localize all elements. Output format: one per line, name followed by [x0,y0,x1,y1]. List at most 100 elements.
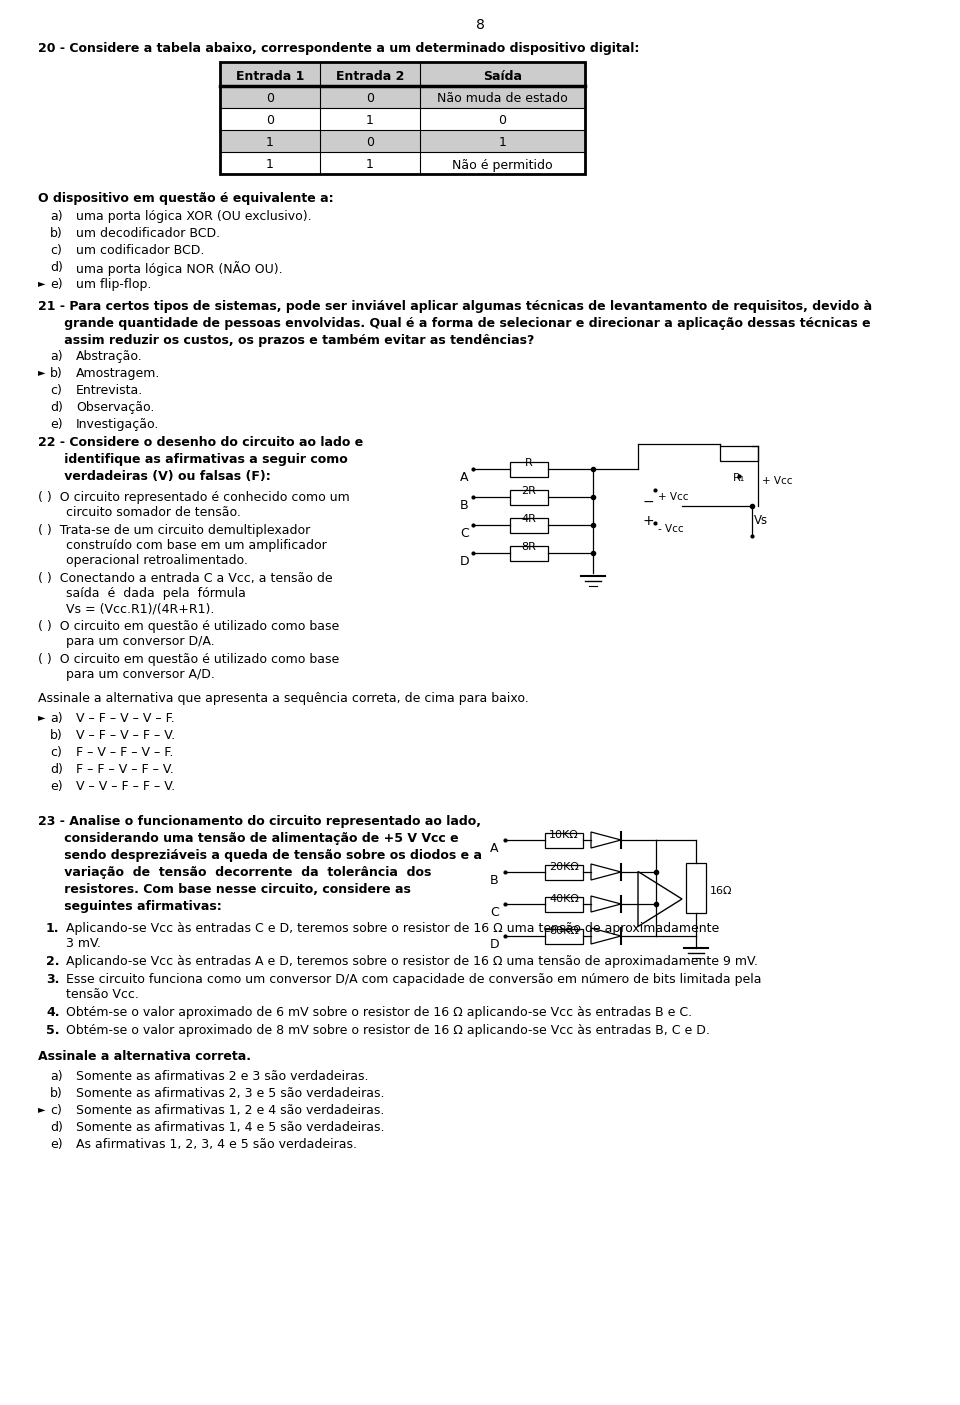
Bar [220,131,585,152]
Text: + Vcc: + Vcc [659,492,689,502]
Text: ( )  O circuito representado é conhecido como um: ( ) O circuito representado é conhecido … [38,490,349,504]
Text: 2.: 2. [46,955,60,968]
Bar [220,86,585,108]
Text: Aplicando-se Vcc às entradas C e D, teremos sobre o resistor de 16 Ω uma tensão : Aplicando-se Vcc às entradas C e D, tere… [66,922,719,934]
Text: Somente as afirmativas 2, 3 e 5 são verdadeiras.: Somente as afirmativas 2, 3 e 5 são verd… [76,1087,385,1100]
Text: 22 - Considere o desenho do circuito ao lado e: 22 - Considere o desenho do circuito ao … [38,436,363,450]
Text: Somente as afirmativas 1, 2 e 4 são verdadeiras.: Somente as afirmativas 1, 2 e 4 são verd… [76,1104,384,1117]
Text: Aplicando-se Vcc às entradas A e D, teremos sobre o resistor de 16 Ω uma tensão : Aplicando-se Vcc às entradas A e D, tere… [66,955,757,968]
Text: 20KΩ: 20KΩ [549,861,579,871]
Text: 0: 0 [366,136,374,149]
Text: R: R [525,458,533,468]
Bar [545,896,583,912]
Text: 21 - Para certos tipos de sistemas, pode ser inviável aplicar algumas técnicas d: 21 - Para certos tipos de sistemas, pode… [38,301,872,313]
Text: As afirmativas 1, 2, 3, 4 e 5 são verdadeiras.: As afirmativas 1, 2, 3, 4 e 5 são verdad… [76,1138,357,1151]
Text: identifique as afirmativas a seguir como: identifique as afirmativas a seguir como [38,452,348,466]
Text: Investigação.: Investigação. [76,419,159,431]
Text: 0: 0 [266,93,274,105]
Text: Assinale a alternativa que apresenta a sequência correta, de cima para baixo.: Assinale a alternativa que apresenta a s… [38,693,529,705]
Text: tensão Vcc.: tensão Vcc. [66,988,139,1000]
Bar [545,929,583,944]
Text: Amostragem.: Amostragem. [76,367,160,379]
Bar [510,489,548,504]
Text: 8: 8 [475,18,485,32]
Bar [220,62,585,174]
Text: V – V – F – F – V.: V – V – F – F – V. [76,780,175,792]
Text: ( )  Conectando a entrada C a Vcc, a tensão de: ( ) Conectando a entrada C a Vcc, a tens… [38,572,332,584]
Text: C: C [490,906,499,919]
Text: 1.: 1. [46,922,60,934]
Text: Entrevista.: Entrevista. [76,384,143,398]
Text: ►: ► [38,1104,45,1114]
Text: construído com base em um amplificador: construído com base em um amplificador [38,540,326,552]
Text: 1: 1 [366,159,374,171]
Text: Vs: Vs [754,514,768,527]
Text: a): a) [50,1071,62,1083]
Text: e): e) [50,278,62,291]
Bar [686,863,706,913]
Text: F – F – V – F – V.: F – F – V – F – V. [76,763,174,776]
Text: b): b) [50,729,62,742]
Text: 1: 1 [266,159,274,171]
Text: Vs = (Vcc.R1)/(4R+R1).: Vs = (Vcc.R1)/(4R+R1). [38,601,214,615]
Text: e): e) [50,419,62,431]
Text: e): e) [50,780,62,792]
Text: considerando uma tensão de alimentação de +5 V Vcc e: considerando uma tensão de alimentação d… [38,832,459,844]
Text: Abstração.: Abstração. [76,350,143,362]
Text: 0: 0 [366,93,374,105]
Bar [510,517,548,532]
Text: + Vcc: + Vcc [762,476,793,486]
Bar [510,545,548,561]
Text: 1: 1 [266,136,274,149]
Text: a): a) [50,209,62,223]
Text: 1: 1 [366,114,374,128]
Text: Não muda de estado: Não muda de estado [437,93,568,105]
Text: 20 - Considere a tabela abaixo, correspondente a um determinado dispositivo digi: 20 - Considere a tabela abaixo, correspo… [38,42,639,55]
Text: um codificador BCD.: um codificador BCD. [76,244,204,257]
Text: B: B [490,874,498,887]
Text: O dispositivo em questão é equivalente a:: O dispositivo em questão é equivalente a… [38,192,334,205]
Text: d): d) [50,1121,62,1134]
Text: Entrada 1: Entrada 1 [236,69,304,83]
Text: D: D [460,555,469,568]
Bar [720,445,758,461]
Text: assim reduzir os custos, os prazos e também evitar as tendências?: assim reduzir os custos, os prazos e tam… [38,334,535,347]
Text: um flip-flop.: um flip-flop. [76,278,152,291]
Text: Somente as afirmativas 1, 4 e 5 são verdadeiras.: Somente as afirmativas 1, 4 e 5 são verd… [76,1121,385,1134]
Text: 5.: 5. [46,1024,60,1037]
Text: grande quantidade de pessoas envolvidas. Qual é a forma de selecionar e direcion: grande quantidade de pessoas envolvidas.… [38,318,871,330]
Text: sendo despreziáveis a queda de tensão sobre os diodos e a: sendo despreziáveis a queda de tensão so… [38,849,482,863]
Text: Assinale a alternativa correta.: Assinale a alternativa correta. [38,1050,251,1064]
Text: C: C [460,527,468,540]
Text: para um conversor D/A.: para um conversor D/A. [38,635,215,648]
Text: um decodificador BCD.: um decodificador BCD. [76,228,220,240]
Text: 0: 0 [498,114,507,128]
Text: Observação.: Observação. [76,400,155,414]
Text: c): c) [50,244,61,257]
Text: V – F – V – V – F.: V – F – V – V – F. [76,712,175,725]
Text: b): b) [50,367,62,379]
Text: Saída: Saída [483,69,522,83]
Text: uma porta lógica XOR (OU exclusivo).: uma porta lógica XOR (OU exclusivo). [76,209,312,223]
Text: B: B [460,499,468,511]
Text: d): d) [50,400,62,414]
Text: 4R: 4R [521,514,537,524]
Text: ►: ► [38,278,45,288]
Text: 8R: 8R [521,542,537,552]
Text: ►: ► [38,712,45,722]
Text: ( )  O circuito em questão é utilizado como base: ( ) O circuito em questão é utilizado co… [38,620,339,634]
Text: A: A [490,842,498,856]
Text: - Vcc: - Vcc [659,524,684,534]
Text: b): b) [50,228,62,240]
Text: e): e) [50,1138,62,1151]
Text: 10KΩ: 10KΩ [549,829,579,840]
Bar [510,461,548,476]
Text: d): d) [50,763,62,776]
Text: 3.: 3. [46,974,60,986]
Text: operacional retroalimentado.: operacional retroalimentado. [38,554,248,568]
Text: 40KΩ: 40KΩ [549,894,579,903]
Text: c): c) [50,384,61,398]
Text: 0: 0 [266,114,274,128]
Text: 80KΩ: 80KΩ [549,926,579,936]
Text: 16Ω: 16Ω [710,887,732,896]
